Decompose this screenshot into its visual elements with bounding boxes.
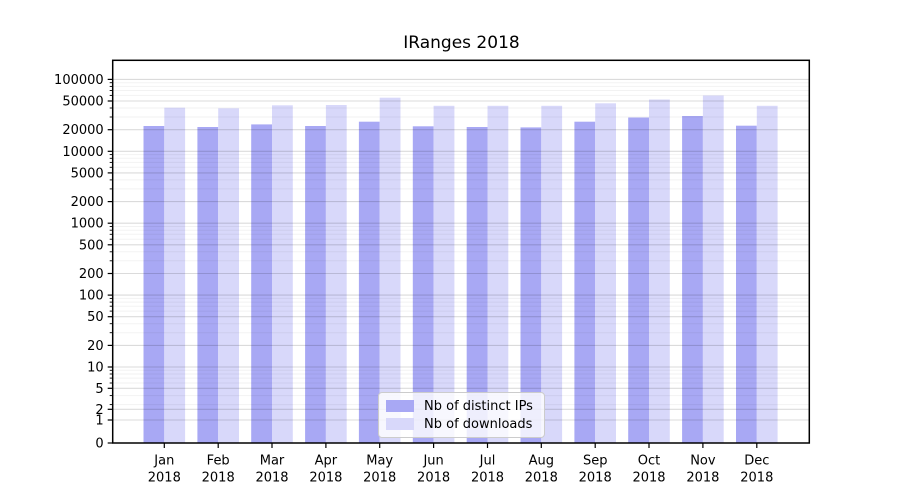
x-tick-label-jun: Jun 2018 xyxy=(417,454,450,486)
bar-distinct-ips-nov xyxy=(682,116,703,443)
x-tick-label-jan: Jan 2018 xyxy=(148,454,181,486)
bar-distinct-ips-dec xyxy=(736,125,757,443)
bar-downloads-jun xyxy=(433,105,455,444)
bar-distinct-ips-apr xyxy=(305,126,326,443)
bar-downloads-feb xyxy=(218,108,239,444)
bar-distinct-ips-may xyxy=(358,121,380,443)
x-tick-label-may: May 2018 xyxy=(363,454,396,486)
y-tick-label: 50000 xyxy=(62,95,103,110)
y-tick-label: 5000 xyxy=(71,166,104,181)
x-tick-label-nov: Nov 2018 xyxy=(686,454,719,486)
bar-downloads-nov xyxy=(702,95,724,443)
y-tick-label: 100 xyxy=(79,289,104,304)
y-tick-label: 1 xyxy=(95,414,103,429)
legend-swatch-downloads xyxy=(386,418,414,430)
bar-distinct-ips-jul xyxy=(466,127,488,443)
y-tick-label: 50 xyxy=(87,310,104,325)
chart-title: IRanges 2018 xyxy=(403,33,520,53)
bar-downloads-oct xyxy=(649,99,670,443)
y-tick-label: 1000 xyxy=(71,217,104,232)
legend-entry-distinct-ips: Nb of distinct IPs xyxy=(386,398,535,414)
bar-downloads-may xyxy=(379,97,401,443)
x-tick-label-apr: Apr 2018 xyxy=(309,454,342,486)
y-tick-label: 100000 xyxy=(54,73,104,88)
bar-downloads-sep xyxy=(595,103,616,444)
bar-downloads-apr xyxy=(325,105,347,443)
y-tick-label: 10 xyxy=(87,361,104,376)
x-tick-label-mar: Mar 2018 xyxy=(255,454,288,486)
legend-entry-downloads: Nb of downloads xyxy=(386,416,535,432)
y-tick-label: 20000 xyxy=(62,123,103,138)
bar-distinct-ips-jun xyxy=(412,126,434,444)
bar-downloads-aug xyxy=(541,105,563,444)
x-tick-label-dec: Dec 2018 xyxy=(740,454,773,486)
y-tick-label: 10000 xyxy=(62,145,103,160)
bar-downloads-mar xyxy=(272,105,293,444)
bar-distinct-ips-sep xyxy=(574,121,596,443)
x-tick-label-jul: Jul 2018 xyxy=(471,454,504,486)
legend: Nb of distinct IPs Nb of downloads xyxy=(378,392,545,438)
x-tick-label-aug: Aug 2018 xyxy=(525,454,558,486)
y-tick-label: 200 xyxy=(79,267,104,282)
y-tick-label: 0 xyxy=(95,437,103,452)
bar-distinct-ips-oct xyxy=(628,117,649,443)
legend-swatch-distinct-ips xyxy=(386,400,414,412)
y-tick-label: 500 xyxy=(79,238,104,253)
legend-label-distinct-ips: Nb of distinct IPs xyxy=(424,398,533,414)
y-tick-label: 2 xyxy=(95,403,103,418)
legend-label-downloads: Nb of downloads xyxy=(424,416,533,432)
y-tick-label: 2000 xyxy=(71,195,104,210)
bar-downloads-jul xyxy=(487,105,509,444)
bar-downloads-jan xyxy=(164,107,186,443)
bar-distinct-ips-feb xyxy=(197,127,219,443)
bar-distinct-ips-aug xyxy=(520,127,542,444)
x-tick-label-sep: Sep 2018 xyxy=(579,454,612,486)
bar-distinct-ips-jan xyxy=(143,126,165,443)
y-tick-label: 5 xyxy=(95,382,103,397)
bar-downloads-dec xyxy=(756,105,778,444)
bar-distinct-ips-mar xyxy=(251,124,272,444)
y-tick-label: 20 xyxy=(87,339,104,354)
x-tick-label-feb: Feb 2018 xyxy=(202,454,235,486)
x-tick-label-oct: Oct 2018 xyxy=(632,454,665,486)
